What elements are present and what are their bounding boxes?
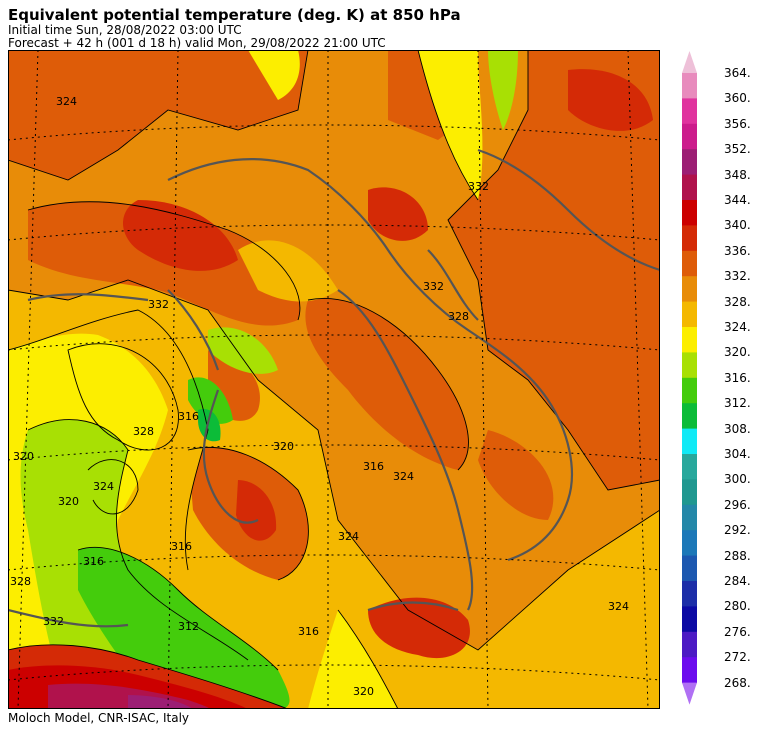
colorbar-swatch: [682, 657, 697, 684]
contour-label: 324: [93, 480, 114, 493]
colorbar-swatch: [682, 377, 697, 404]
contour-label: 316: [83, 555, 104, 568]
contour-label: 324: [338, 530, 359, 543]
contour-labels: 324 332 332 328 324 320 316 328 320 316 …: [10, 95, 629, 698]
contour-lines: [8, 50, 660, 709]
colorbar-swatch: [682, 428, 697, 455]
field-308: [198, 409, 221, 442]
colorbar-swatch: [682, 225, 697, 252]
colorbar-tick-label: 288.: [724, 548, 751, 563]
map-title: Equivalent potential temperature (deg. K…: [8, 6, 461, 24]
colorbar-swatch: [682, 479, 697, 506]
colorbar-tick-label: 328.: [724, 294, 751, 309]
field-336: [123, 69, 653, 659]
colorbar-swatch: [682, 403, 697, 430]
initial-time: Initial time Sun, 28/08/2022 03:00 UTC: [8, 23, 242, 37]
contour-label: 332: [423, 280, 444, 293]
colorbar-tick-label: 292.: [724, 523, 751, 538]
colorbar-tick-label: 304.: [724, 447, 751, 461]
colorbar-tick-label: 336.: [724, 243, 751, 258]
colorbar-swatch: [682, 276, 697, 303]
colorbar-swatch: [682, 352, 697, 379]
contour-label: 320: [273, 440, 294, 453]
contour-label: 320: [58, 495, 79, 508]
colorbar-tick-label: 268.: [724, 675, 751, 690]
colorbar-tick-label: 340.: [724, 218, 751, 233]
colorbar-tick-label: 300.: [724, 472, 751, 487]
contour-label: 328: [448, 310, 469, 323]
contour-label: 316: [363, 460, 384, 473]
contour-label: 312: [178, 620, 199, 633]
colorbar-tick-label: 324.: [724, 320, 751, 334]
colorbar-swatch: [682, 98, 697, 125]
colorbar-swatch: [682, 250, 697, 277]
contour-label: 324: [56, 95, 77, 108]
colorbar-tick-label: 316.: [724, 370, 751, 385]
colorbar-swatch: [682, 73, 697, 99]
colorbar-tick-label: 364.: [724, 66, 751, 80]
colorbar-tick-label: 276.: [724, 624, 751, 639]
graticule: [8, 50, 660, 709]
map-frame: [8, 50, 660, 709]
colorbar-swatch: [682, 581, 697, 607]
colorbar-tick-label: 344.: [724, 193, 751, 207]
contour-label: 316: [171, 540, 192, 553]
colorbar-tick-label: 308.: [724, 421, 751, 436]
coastlines: [8, 148, 660, 628]
contour-label: 332: [43, 615, 64, 628]
colorbar-swatch: [682, 149, 697, 176]
contour-label: 320: [13, 450, 34, 463]
contour-label: 324: [393, 470, 414, 483]
colorbar-swatch: [682, 530, 697, 557]
contour-label: 320: [353, 685, 374, 698]
field-hot-corner: [8, 644, 288, 709]
colorbar-swatch: [682, 301, 697, 328]
colorbar-tick-label: 272.: [724, 650, 751, 665]
colorbar-tick-label: 352.: [724, 142, 751, 157]
field-332: [8, 50, 660, 580]
colorbar-tick-label: 280.: [724, 599, 751, 614]
colorbar-swatch: [682, 327, 697, 353]
colorbar-legend: 364. 360. 356. 352. 348. 344. 340. 336. 332. 328.…: [670, 45, 755, 715]
model-credit: Moloch Model, CNR-ISAC, Italy: [8, 711, 190, 725]
colorbar-tick-label: 332.: [724, 269, 751, 284]
colorbar-swatch: [682, 200, 697, 226]
forecast-valid-time: Forecast + 42 h (001 d 18 h) valid Mon, …: [8, 36, 386, 50]
colorbar-swatch: [682, 123, 697, 150]
colorbar-swatch: [682, 504, 697, 531]
colorbar-tick-label: 296.: [724, 497, 751, 512]
contour-label: 316: [298, 625, 319, 638]
colorbar-tick-label: 348.: [724, 167, 751, 182]
colorbar-tick-label: 312.: [724, 396, 751, 411]
theta-e-map: 324 332 332 328 324 320 316 328 320 316 …: [8, 50, 660, 709]
contour-label: 332: [468, 180, 489, 193]
contour-label: 328: [133, 425, 154, 438]
contour-label: 332: [148, 298, 169, 311]
colorbar-swatch: [682, 606, 697, 633]
colorbar-swatch: [682, 555, 697, 582]
contour-label: 328: [10, 575, 31, 588]
colorbar-tick-label: 284.: [724, 574, 751, 588]
colorbar-arrow-top: [682, 51, 697, 73]
contour-label: 324: [608, 600, 629, 613]
colorbar-tick-label: 320.: [724, 345, 751, 360]
colorbar-tick-label: 356.: [724, 116, 751, 131]
colorbar-swatch: [682, 631, 697, 658]
colorbar-arrow-bottom: [682, 682, 697, 705]
contour-label: 316: [178, 410, 199, 423]
colorbar-tick-label: 360.: [724, 91, 751, 106]
colorbar-swatch: [682, 454, 697, 480]
colorbar-swatch: [682, 174, 697, 201]
colorbar: [682, 51, 697, 705]
